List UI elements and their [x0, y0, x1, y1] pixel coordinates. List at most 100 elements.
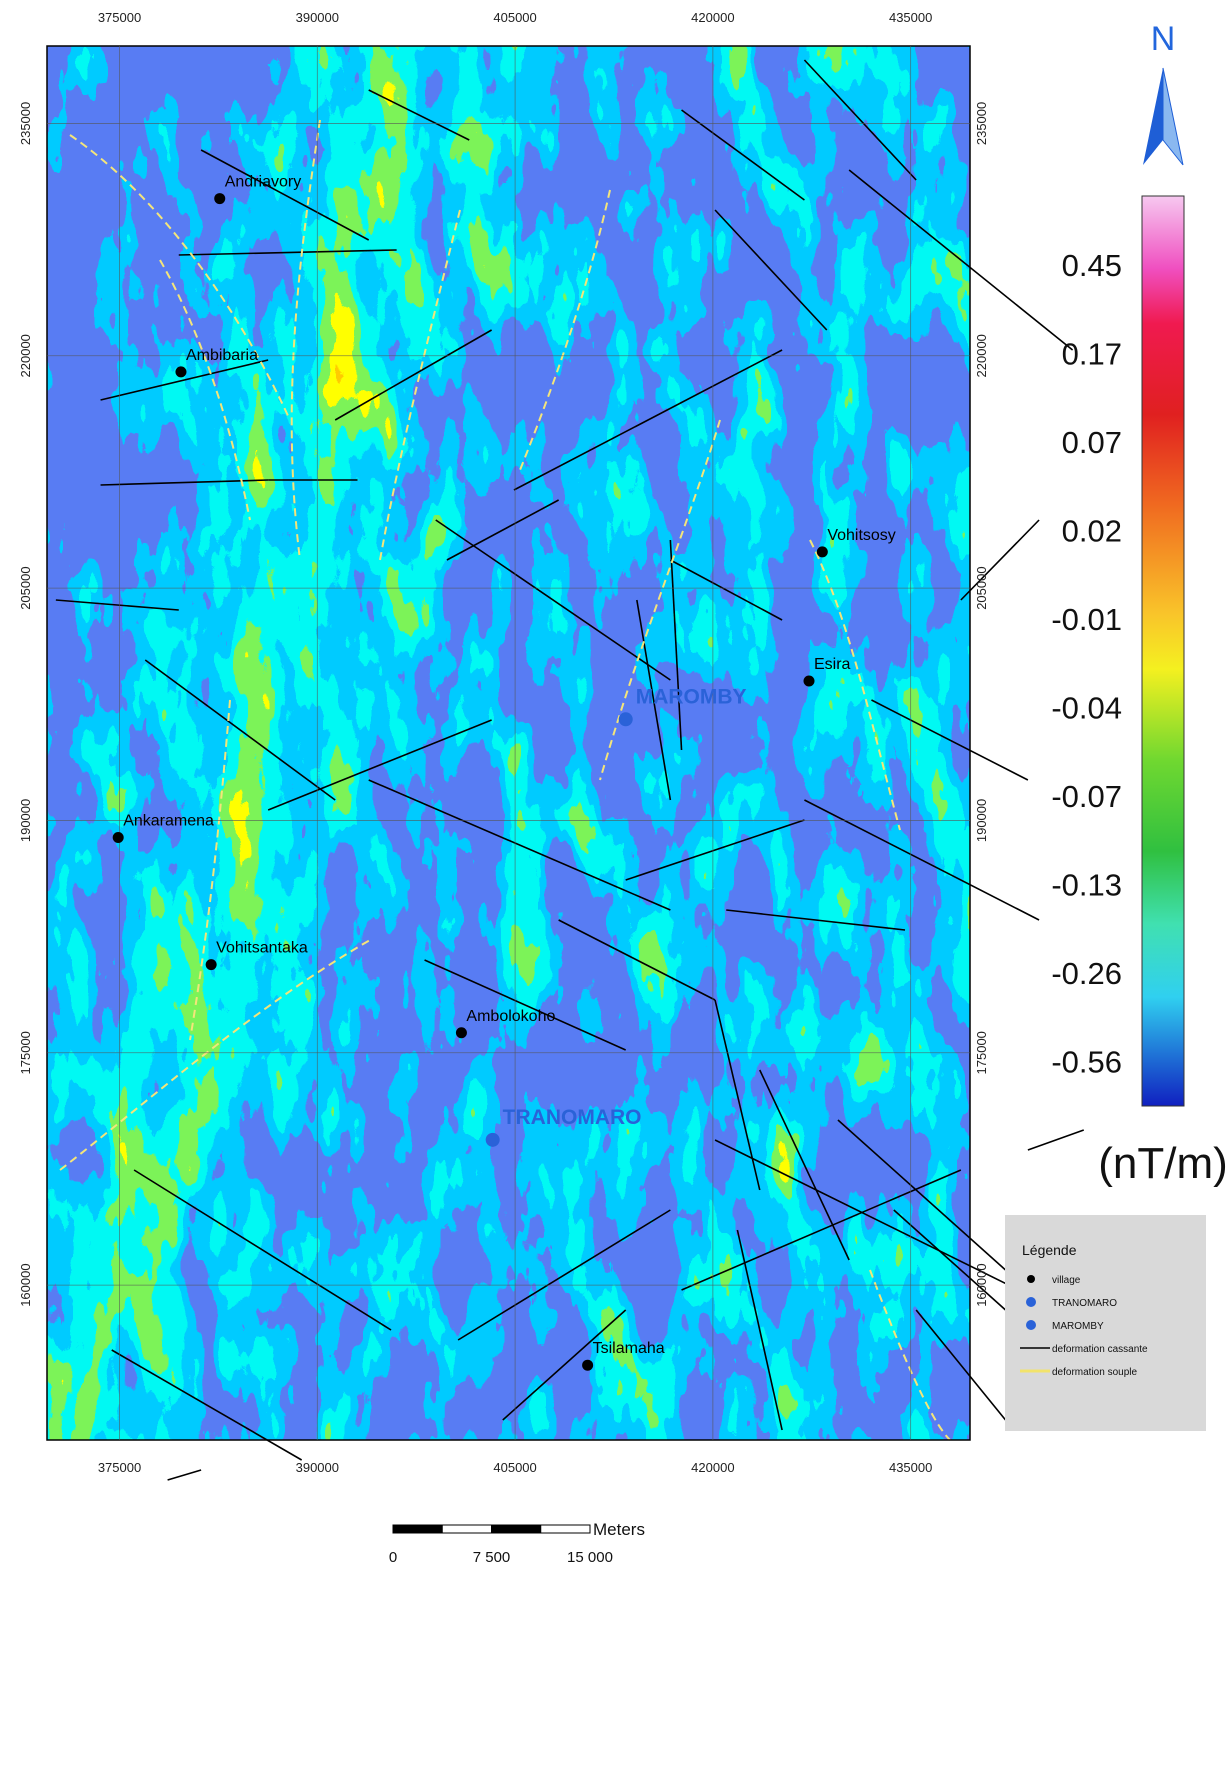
fault-line: [681, 109, 805, 201]
scale-segment: [491, 1524, 542, 1534]
x-tick-label-bottom: 405000: [493, 1460, 536, 1475]
color-bar-label: -0.07: [1051, 779, 1122, 814]
places: Andriavory Ambibaria Vohitsosy Esira MAROMBY…: [112, 174, 896, 1371]
scale-bar: 0 7 500 15 000 Meters: [389, 1520, 645, 1566]
fault-line: [803, 59, 917, 181]
legend-title: Légende: [1022, 1242, 1077, 1258]
fault-line: [457, 1209, 671, 1341]
unit-label: (nT/m): [1098, 1139, 1228, 1188]
place-label: Ambolokoho: [466, 1008, 555, 1025]
fault-line: [736, 1229, 783, 1431]
y-tick-label-left: 220000: [18, 334, 33, 377]
place-label: Ankaramena: [123, 812, 214, 829]
y-tick-label-right: 175000: [974, 1031, 989, 1074]
place-marker: [455, 1027, 467, 1039]
y-tick-label-left: 190000: [18, 799, 33, 842]
x-tick-label-bottom: 435000: [889, 1460, 932, 1475]
y-tick-label-right: 160000: [974, 1263, 989, 1306]
x-tick-label-top: 390000: [296, 10, 339, 25]
place-label: Vohitsosy: [827, 527, 895, 544]
arrow-left: [1143, 68, 1163, 165]
legend-symbol: [1026, 1297, 1036, 1307]
color-bar-label: 0.17: [1062, 337, 1122, 372]
arrow-right: [1162, 67, 1184, 166]
fault-line: [435, 519, 671, 681]
scale-label: 7 500: [473, 1549, 511, 1566]
color-bar-label: -0.13: [1051, 868, 1122, 903]
place-marker: [485, 1132, 500, 1147]
x-tick-label-top: 375000: [98, 10, 141, 25]
legend-symbol: [1027, 1275, 1035, 1283]
legend-label: deformation souple: [1052, 1367, 1137, 1378]
fault-line: [368, 89, 470, 141]
fault-line: [681, 1169, 962, 1291]
y-tick-label-right: 205000: [974, 566, 989, 609]
place-label: Andriavory: [225, 174, 301, 191]
place-marker: [803, 675, 815, 687]
soft-deformation: [59, 119, 951, 1441]
y-tick-label-left: 175000: [18, 1031, 33, 1074]
place-label: Esira: [814, 656, 851, 673]
fault-line: [848, 169, 1074, 351]
place-marker: [205, 959, 217, 971]
place-label: Vohitsantaka: [216, 940, 308, 957]
fault-line: [669, 539, 683, 751]
fault-line: [334, 329, 492, 421]
y-tick-label-left: 235000: [18, 102, 33, 145]
x-tick-label-top: 405000: [493, 10, 536, 25]
scale-segment: [392, 1524, 443, 1534]
fault-line: [636, 599, 672, 801]
soft-line: [69, 134, 291, 421]
soft-line: [869, 1269, 951, 1441]
fault-line: [368, 779, 671, 911]
x-tick-label-top: 420000: [691, 10, 734, 25]
fault-line: [100, 479, 269, 486]
fault-line: [502, 1309, 627, 1421]
legend: Légende village TRANOMARO MAROMBY deformati…: [1005, 1215, 1206, 1431]
coordinate-ticks: 375000 375000 390000 390000 405000 405000 4200…: [18, 10, 989, 1475]
soft-line: [159, 259, 251, 521]
scale-segment: [441, 1524, 492, 1534]
color-bar-label: -0.26: [1051, 956, 1122, 991]
place-label: Ambibaria: [186, 347, 258, 364]
map-frame: [46, 45, 971, 1441]
color-bar-label: -0.04: [1051, 691, 1122, 726]
x-tick-label-bottom: 390000: [296, 1460, 339, 1475]
fault-line: [424, 959, 626, 1051]
fault-line: [714, 209, 828, 331]
fault-line: [915, 1309, 1007, 1421]
x-tick-label-top: 435000: [889, 10, 932, 25]
scale-label: 0: [389, 1549, 397, 1566]
fault-line: [871, 699, 1029, 781]
fault-line: [714, 1139, 1040, 1301]
soft-line: [599, 419, 721, 781]
color-bar-labels: 0.45 0.17 0.07 0.02 -0.01 -0.04 -0.07 -0.13 -0.2…: [1051, 248, 1122, 1080]
place-marker: [175, 366, 187, 378]
fault-line: [513, 349, 783, 491]
fault-line: [55, 599, 179, 611]
place-marker: [618, 712, 633, 727]
legend-box: [1005, 1215, 1206, 1431]
fault-line: [200, 149, 370, 241]
legend-items: village TRANOMARO MAROMBY deformation cassa…: [1020, 1275, 1148, 1378]
soft-line: [379, 209, 461, 561]
y-tick-label-right: 220000: [974, 334, 989, 377]
fault-line: [144, 659, 336, 801]
soft-line: [59, 939, 371, 1171]
north-arrow: N: [1143, 20, 1184, 166]
north-label: N: [1151, 20, 1176, 58]
fault-line: [759, 1069, 850, 1261]
fault-line: [558, 919, 716, 1001]
legend-label: village: [1052, 1275, 1081, 1286]
legend-label: TRANOMARO: [1052, 1298, 1117, 1309]
scale-label: 15 000: [567, 1549, 613, 1566]
fault-line: [804, 799, 1040, 921]
color-bar-label: 0.07: [1062, 425, 1122, 460]
x-tick-label-bottom: 375000: [98, 1460, 141, 1475]
soft-line: [189, 699, 231, 1041]
legend-label: deformation cassante: [1052, 1344, 1148, 1355]
y-tick-label-right: 235000: [974, 102, 989, 145]
fault-line: [837, 1119, 1007, 1271]
